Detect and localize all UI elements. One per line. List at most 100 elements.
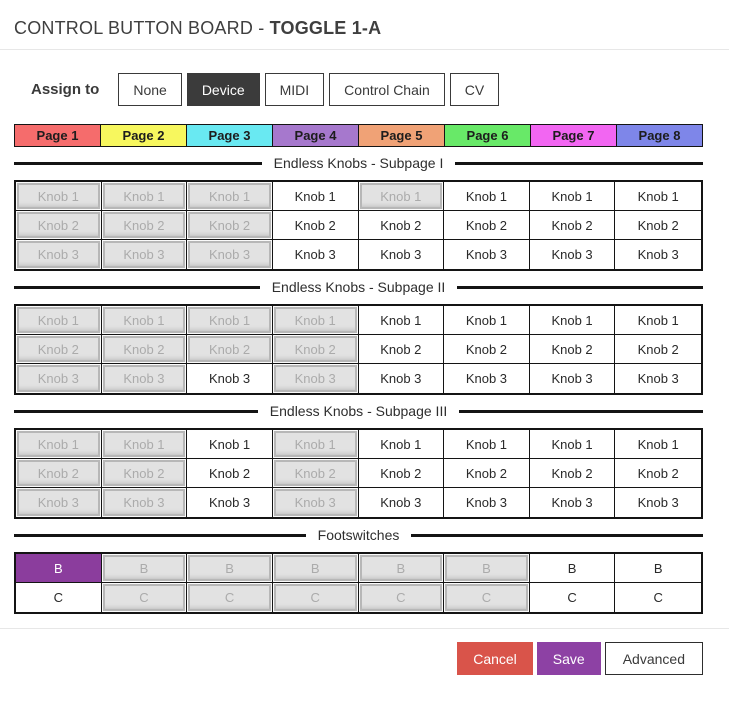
c-col-7-button[interactable]: C xyxy=(529,583,616,612)
knob-1-col-5-button[interactable]: Knob 1 xyxy=(358,306,445,335)
knob-3-col-8-button[interactable]: Knob 3 xyxy=(615,488,701,517)
knob-3-col-2-button: Knob 3 xyxy=(101,364,188,393)
knob-3-col-7-button[interactable]: Knob 3 xyxy=(529,240,616,269)
assign-cv-button[interactable]: CV xyxy=(449,73,500,106)
tab-page-6[interactable]: Page 6 xyxy=(445,125,531,146)
bottom-divider xyxy=(0,628,729,629)
knob-3-col-6-button[interactable]: Knob 3 xyxy=(444,488,530,517)
knob-3-col-3-button[interactable]: Knob 3 xyxy=(187,488,273,517)
knob-3-col-5-button[interactable]: Knob 3 xyxy=(358,364,445,393)
knob-2-col-3-button: Knob 2 xyxy=(187,211,273,240)
knob-1-col-1-button: Knob 1 xyxy=(16,430,102,459)
control-button-board-dialog: CONTROL BUTTON BOARD - TOGGLE 1-A Assign… xyxy=(0,18,729,675)
b-col-1-button[interactable]: B xyxy=(16,554,102,583)
knob-3-col-1-button: Knob 3 xyxy=(16,240,102,269)
knob-2-col-7-button[interactable]: Knob 2 xyxy=(529,211,616,240)
page-title-prefix: CONTROL BUTTON BOARD - xyxy=(14,18,270,38)
knob-3-col-3-button[interactable]: Knob 3 xyxy=(187,364,273,393)
c-col-8-button[interactable]: C xyxy=(615,583,701,612)
section-rule xyxy=(411,533,704,537)
knob-1-col-2-button: Knob 1 xyxy=(101,306,188,335)
b-col-3-button: B xyxy=(187,554,273,583)
c-col-6-button: C xyxy=(444,583,530,612)
cancel-button[interactable]: Cancel xyxy=(457,642,533,675)
knob-1-col-7-button[interactable]: Knob 1 xyxy=(529,182,616,211)
tab-page-2[interactable]: Page 2 xyxy=(101,125,187,146)
knob-2-col-7-button[interactable]: Knob 2 xyxy=(529,335,616,364)
knob-2-col-3-button[interactable]: Knob 2 xyxy=(187,459,273,488)
knob-2-col-5-button[interactable]: Knob 2 xyxy=(358,211,445,240)
knob-1-col-5-button: Knob 1 xyxy=(358,182,445,211)
knob-2-col-8-button[interactable]: Knob 2 xyxy=(615,335,701,364)
c-col-3-button: C xyxy=(187,583,273,612)
knob-3-col-4-button[interactable]: Knob 3 xyxy=(272,240,359,269)
knob-1-col-6-button[interactable]: Knob 1 xyxy=(444,182,530,211)
c-col-2-button: C xyxy=(101,583,188,612)
assign-none-button[interactable]: None xyxy=(118,73,182,106)
knob-2-col-6-button[interactable]: Knob 2 xyxy=(444,335,530,364)
c-col-4-button: C xyxy=(272,583,359,612)
grid-endless-knobs-subpage-i: Knob 1 Knob 1 Knob 1 Knob 1 Knob 1 Knob 1 Knob… xyxy=(14,180,703,271)
knob-1-col-5-button[interactable]: Knob 1 xyxy=(358,430,445,459)
knob-3-col-5-button[interactable]: Knob 3 xyxy=(358,488,445,517)
knob-2-col-5-button[interactable]: Knob 2 xyxy=(358,335,445,364)
top-divider xyxy=(0,49,729,50)
c-col-1-button[interactable]: C xyxy=(16,583,102,612)
knob-3-col-6-button[interactable]: Knob 3 xyxy=(444,240,530,269)
knob-1-col-7-button[interactable]: Knob 1 xyxy=(529,306,616,335)
knob-1-col-8-button[interactable]: Knob 1 xyxy=(615,430,701,459)
knob-2-col-6-button[interactable]: Knob 2 xyxy=(444,211,530,240)
section-rule xyxy=(459,409,704,413)
b-col-4-button: B xyxy=(272,554,359,583)
section-rule xyxy=(14,285,260,289)
knob-2-col-8-button[interactable]: Knob 2 xyxy=(615,211,701,240)
section-header-endless-knobs-subpage-ii: Endless Knobs - Subpage II xyxy=(14,278,703,296)
knob-3-col-8-button[interactable]: Knob 3 xyxy=(615,240,701,269)
assign-midi-button[interactable]: MIDI xyxy=(264,73,325,106)
tab-page-8[interactable]: Page 8 xyxy=(617,125,702,146)
b-col-8-button[interactable]: B xyxy=(615,554,701,583)
knob-2-col-6-button[interactable]: Knob 2 xyxy=(444,459,530,488)
knob-2-col-5-button[interactable]: Knob 2 xyxy=(358,459,445,488)
knob-1-col-6-button[interactable]: Knob 1 xyxy=(444,430,530,459)
knob-3-col-7-button[interactable]: Knob 3 xyxy=(529,488,616,517)
knob-3-col-5-button[interactable]: Knob 3 xyxy=(358,240,445,269)
knob-1-col-8-button[interactable]: Knob 1 xyxy=(615,182,701,211)
assign-device-button[interactable]: Device xyxy=(186,73,260,106)
knob-2-col-2-button: Knob 2 xyxy=(101,335,188,364)
knob-1-col-2-button: Knob 1 xyxy=(101,430,188,459)
knob-2-col-7-button[interactable]: Knob 2 xyxy=(529,459,616,488)
knob-2-col-4-button: Knob 2 xyxy=(272,335,359,364)
knob-3-col-6-button[interactable]: Knob 3 xyxy=(444,364,530,393)
tab-page-1[interactable]: Page 1 xyxy=(15,125,101,146)
b-col-7-button[interactable]: B xyxy=(529,554,616,583)
knob-1-col-4-button[interactable]: Knob 1 xyxy=(272,182,359,211)
knob-1-col-4-button: Knob 1 xyxy=(272,306,359,335)
tab-page-5[interactable]: Page 5 xyxy=(359,125,445,146)
knob-1-col-3-button: Knob 1 xyxy=(187,306,273,335)
knob-2-col-1-button: Knob 2 xyxy=(16,335,102,364)
knob-1-col-8-button[interactable]: Knob 1 xyxy=(615,306,701,335)
section-rule xyxy=(14,161,262,165)
knob-3-col-1-button: Knob 3 xyxy=(16,488,102,517)
section-title: Endless Knobs - Subpage II xyxy=(271,279,446,295)
knob-2-col-8-button[interactable]: Knob 2 xyxy=(615,459,701,488)
grid-endless-knobs-subpage-ii: Knob 1 Knob 1 Knob 1 Knob 1 Knob 1 Knob 1 Knob… xyxy=(14,304,703,395)
c-col-5-button: C xyxy=(358,583,445,612)
assign-control-chain-button[interactable]: Control Chain xyxy=(329,73,445,106)
knob-1-col-6-button[interactable]: Knob 1 xyxy=(444,306,530,335)
knob-2-col-4-button[interactable]: Knob 2 xyxy=(272,211,359,240)
save-button[interactable]: Save xyxy=(536,642,601,675)
section-rule xyxy=(14,409,258,413)
knob-1-col-7-button[interactable]: Knob 1 xyxy=(529,430,616,459)
knob-3-col-4-button: Knob 3 xyxy=(272,364,359,393)
knob-1-col-3-button[interactable]: Knob 1 xyxy=(187,430,273,459)
advanced-button[interactable]: Advanced xyxy=(604,642,703,675)
knob-3-col-7-button[interactable]: Knob 3 xyxy=(529,364,616,393)
knob-3-col-8-button[interactable]: Knob 3 xyxy=(615,364,701,393)
tab-page-7[interactable]: Page 7 xyxy=(531,125,617,146)
board-content: Page 1 Page 2 Page 3 Page 4 Page 5 Page 6 Page… xyxy=(14,124,704,614)
tab-page-3[interactable]: Page 3 xyxy=(187,125,273,146)
tab-page-4[interactable]: Page 4 xyxy=(273,125,359,146)
